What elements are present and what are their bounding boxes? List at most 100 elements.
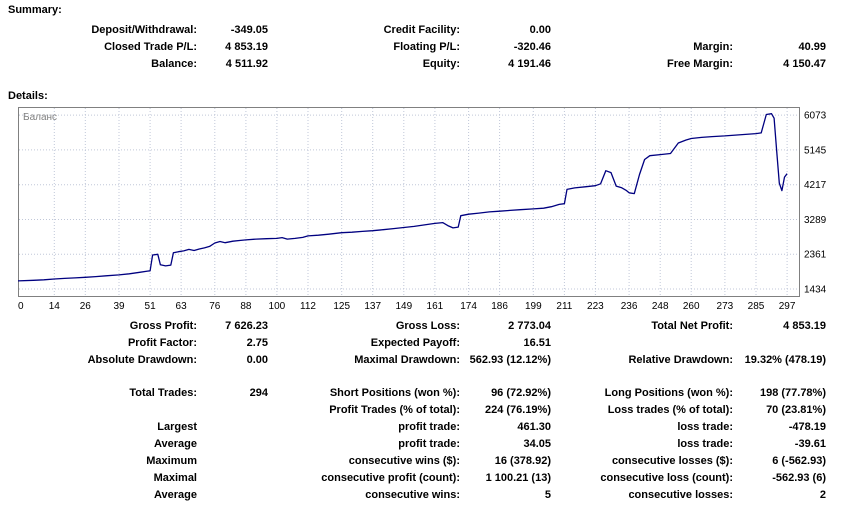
gross-profit-value: 7 626.23 — [225, 320, 268, 332]
long-positions-value: 198 (77.78%) — [759, 387, 826, 399]
largest-profit-trade-label: profit trade: — [398, 421, 460, 433]
average-consecutive-losses-value: 2 — [819, 489, 826, 501]
equity-label: Equity: — [422, 58, 460, 70]
deposit-withdrawal-label: Deposit/Withdrawal: — [91, 24, 197, 36]
closed-trade-pl-value: 4 853.19 — [225, 41, 268, 53]
svg-text:211: 211 — [556, 301, 572, 312]
svg-text:63: 63 — [176, 301, 188, 312]
svg-text:248: 248 — [652, 301, 669, 312]
details-heading: Details: — [8, 90, 48, 102]
svg-text:236: 236 — [621, 301, 638, 312]
svg-text:1434: 1434 — [804, 285, 827, 296]
maximal-consecutive-profit-label: consecutive profit (count): — [321, 472, 460, 484]
balance-chart: 1434 2361 3289 4217 5145 6073 0 14 26 39 51 63 76 88 1… — [17, 107, 832, 313]
relative-drawdown-value: 19.32% (478.19) — [744, 354, 826, 366]
average-consecutive-wins-value: 5 — [544, 489, 551, 501]
svg-text:149: 149 — [395, 301, 412, 312]
empty-cell — [197, 487, 268, 504]
svg-text:260: 260 — [683, 301, 700, 312]
largest-loss-trade-value: -478.19 — [788, 421, 826, 433]
empty-cell — [197, 436, 268, 453]
svg-text:5145: 5145 — [804, 145, 827, 156]
svg-text:186: 186 — [491, 301, 508, 312]
gross-loss-value: 2 773.04 — [508, 320, 551, 332]
svg-text:Баланс: Баланс — [23, 112, 57, 123]
maximum-consecutive-wins-label: consecutive wins ($): — [348, 455, 460, 467]
total-trades-value: 294 — [249, 387, 268, 399]
loss-trades-value: 70 (23.81%) — [766, 404, 826, 416]
maximal-row-label: Maximal — [153, 472, 197, 484]
closed-trade-pl-label: Closed Trade P/L: — [104, 41, 197, 53]
expected-payoff-label: Expected Payoff: — [370, 337, 460, 349]
deposit-withdrawal-value: -349.05 — [230, 24, 268, 36]
svg-text:285: 285 — [748, 301, 765, 312]
maximum-consecutive-wins-value: 16 (378.92) — [494, 455, 551, 467]
maximal-drawdown-value: 562.93 (12.12%) — [469, 354, 551, 366]
stats-table-bottom: Total Trades: 294 Short Positions (won %… — [0, 385, 826, 504]
average-profit-trade-value: 34.05 — [523, 438, 551, 450]
floating-pl-value: -320.46 — [513, 41, 551, 53]
equity-value: 4 191.46 — [508, 58, 551, 70]
svg-text:51: 51 — [145, 301, 157, 312]
short-positions-label: Short Positions (won %): — [329, 387, 460, 399]
largest-loss-trade-label: loss trade: — [677, 421, 733, 433]
empty-cell — [197, 419, 268, 436]
balance-label: Balance: — [151, 58, 197, 70]
svg-text:273: 273 — [717, 301, 734, 312]
free-margin-label: Free Margin: — [666, 58, 733, 70]
total-trades-label: Total Trades: — [129, 387, 197, 399]
margin-value: 40.99 — [798, 41, 826, 53]
profit-trades-value: 224 (76.19%) — [484, 404, 551, 416]
gross-loss-label: Gross Loss: — [395, 320, 460, 332]
average-profit-trade-label: profit trade: — [398, 438, 460, 450]
svg-text:14: 14 — [49, 301, 61, 312]
svg-text:39: 39 — [113, 301, 125, 312]
gross-profit-label: Gross Profit: — [129, 320, 197, 332]
maximum-consecutive-losses-label: consecutive losses ($): — [611, 455, 733, 467]
stats-table-top: Gross Profit: 7 626.23 Gross Loss: 2 773… — [0, 318, 826, 369]
balance-chart-svg: 1434 2361 3289 4217 5145 6073 0 14 26 39 51 63 76 88 1… — [17, 107, 827, 312]
empty-cell — [197, 402, 268, 419]
floating-pl-label: Floating P/L: — [393, 41, 460, 53]
svg-text:88: 88 — [240, 301, 252, 312]
balance-value: 4 511.92 — [225, 58, 268, 70]
summary-table: Deposit/Withdrawal: -349.05 Credit Facil… — [0, 22, 826, 73]
empty-cell — [0, 402, 197, 419]
short-positions-value: 96 (72.92%) — [491, 387, 551, 399]
svg-text:4217: 4217 — [804, 180, 827, 191]
profit-factor-label: Profit Factor: — [127, 337, 197, 349]
svg-text:137: 137 — [364, 301, 381, 312]
average-consecutive-wins-label: consecutive wins: — [365, 489, 460, 501]
empty-cell — [733, 22, 826, 39]
empty-cell — [197, 453, 268, 470]
svg-text:2361: 2361 — [804, 250, 827, 261]
long-positions-label: Long Positions (won %): — [604, 387, 733, 399]
svg-text:6073: 6073 — [804, 111, 827, 122]
credit-facility-label: Credit Facility: — [383, 24, 460, 36]
empty-cell — [197, 470, 268, 487]
total-net-profit-label: Total Net Profit: — [651, 320, 733, 332]
free-margin-value: 4 150.47 — [783, 58, 826, 70]
empty-cell — [551, 22, 733, 39]
svg-text:199: 199 — [525, 301, 542, 312]
loss-trades-label: Loss trades (% of total): — [607, 404, 733, 416]
empty-cell — [733, 335, 826, 352]
profit-factor-value: 2.75 — [246, 337, 268, 349]
average-loss-trade-value: -39.61 — [794, 438, 826, 450]
maximum-consecutive-losses-value: 6 (-562.93) — [772, 455, 826, 467]
svg-text:0: 0 — [18, 301, 24, 312]
maximal-consecutive-loss-label: consecutive loss (count): — [600, 472, 733, 484]
average-row-label: Average — [153, 438, 197, 450]
average-consecutive-losses-label: consecutive losses: — [628, 489, 733, 501]
maximum-row-label: Maximum — [146, 455, 197, 467]
profit-trades-label: Profit Trades (% of total): — [329, 404, 460, 416]
svg-text:100: 100 — [269, 301, 286, 312]
empty-cell — [551, 335, 733, 352]
total-net-profit-value: 4 853.19 — [783, 320, 826, 332]
expected-payoff-value: 16.51 — [523, 337, 551, 349]
svg-text:297: 297 — [779, 301, 796, 312]
largest-row-label: Largest — [157, 421, 197, 433]
svg-text:223: 223 — [587, 301, 604, 312]
average-loss-trade-label: loss trade: — [677, 438, 733, 450]
